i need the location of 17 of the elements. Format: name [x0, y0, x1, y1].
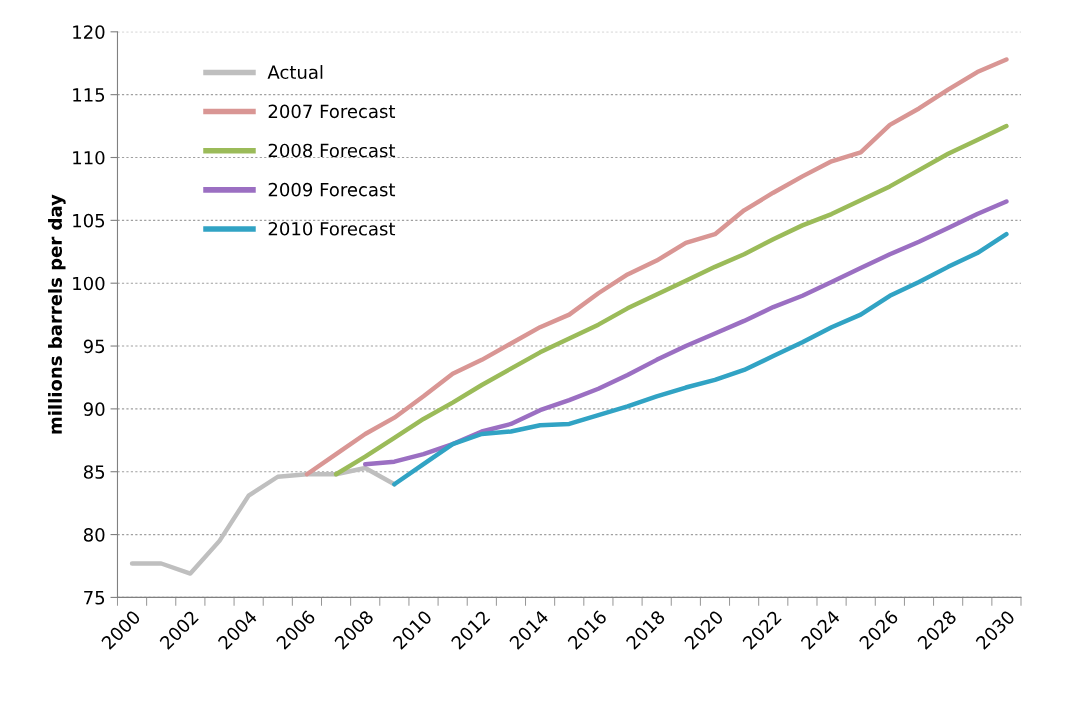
y-tick-label: 105	[73, 213, 105, 228]
y-tick-label: 80	[83, 528, 105, 542]
legend-label: Actual	[267, 65, 323, 80]
line-series	[129, 465, 397, 576]
y-tick-label: 75	[84, 591, 105, 605]
y-tick-label: 100	[73, 276, 105, 291]
y-tick-label: 85	[83, 465, 105, 479]
legend-label: 2007 Forecast	[268, 104, 396, 119]
y-tick-label: 110	[73, 150, 105, 165]
legend-label: 2008 Forecast	[268, 143, 396, 158]
y-tick-label: 95	[83, 339, 105, 354]
y-axis-title: millions barrels per day	[48, 194, 66, 434]
y-tick-label: 120	[73, 25, 105, 39]
y-tick-label: 90	[83, 402, 105, 416]
legend-label: 2009 Forecast	[268, 182, 396, 197]
legend-label: 2010 Forecast	[268, 221, 396, 236]
y-tick-label: 115	[73, 88, 105, 102]
